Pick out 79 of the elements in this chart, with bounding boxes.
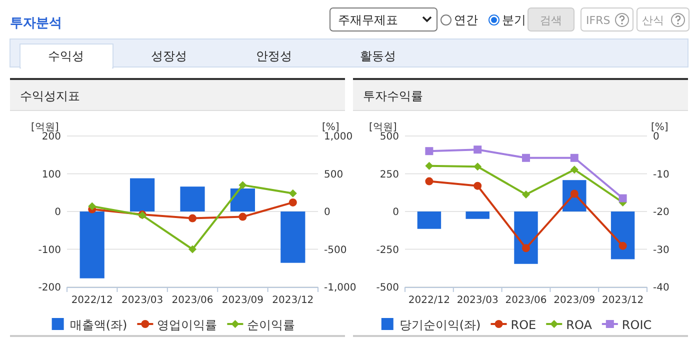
point <box>288 189 297 198</box>
y2-tick-label: 0 <box>324 207 330 218</box>
x-tick-label: 2022/12 <box>71 295 113 306</box>
y-tick-label: 100 <box>42 169 61 180</box>
point <box>474 182 482 190</box>
text: 안정성 <box>256 49 292 63</box>
text: 투자분석 <box>10 16 62 31</box>
y2-tick-label: -20 <box>653 207 670 218</box>
y2-tick-label: 500 <box>324 169 344 180</box>
x-tick-label: 2023/03 <box>122 295 164 306</box>
text: 수익성 <box>48 49 84 63</box>
y-tick-label: -250 <box>376 244 399 256</box>
legend-label: 당기순이익(좌) <box>399 318 481 332</box>
y-tick-label: 500 <box>380 132 399 142</box>
point <box>474 146 482 154</box>
y-tick-label: -200 <box>38 282 61 294</box>
point <box>522 190 530 199</box>
legend-label: 영업이익률 <box>157 318 218 332</box>
y2-axis-title: [%] <box>322 122 340 133</box>
bar <box>280 212 306 263</box>
x-tick-label: 2023/09 <box>554 295 596 306</box>
y-axis-title: [억원] <box>31 122 59 133</box>
bar <box>180 186 205 212</box>
legend-label: 매출액(좌) <box>70 318 128 332</box>
point <box>570 154 578 162</box>
y2-axis-title: [%] <box>651 122 668 133</box>
text: 주재무제표 <box>338 13 398 27</box>
text: 성장성 <box>151 49 187 63</box>
x-tick-label: 2023/12 <box>602 295 644 306</box>
point <box>425 162 434 170</box>
point <box>618 194 627 202</box>
y2-tick-label: 0 <box>653 132 660 142</box>
y2-tick-label: -40 <box>653 282 670 294</box>
point <box>188 214 196 222</box>
y2-tick-label: -500 <box>324 244 347 256</box>
x-tick-label: 2023/12 <box>272 295 314 306</box>
y-tick-label: 200 <box>42 132 61 142</box>
text: 산식 <box>642 14 664 27</box>
x-tick-label: 2023/06 <box>505 295 547 306</box>
y2-tick-label: 1,000 <box>324 132 353 142</box>
x-tick-label: 2023/03 <box>456 295 498 306</box>
y2-tick-label: -10 <box>653 169 670 180</box>
point <box>522 244 530 252</box>
legend-label: ROA <box>566 318 593 332</box>
bar <box>230 188 255 212</box>
legend-label: ROE <box>510 318 536 332</box>
legend-label: ROIC <box>622 318 652 332</box>
y2-tick-label: -30 <box>653 244 670 256</box>
bar <box>130 178 155 212</box>
point <box>570 166 578 174</box>
y-tick-label: -500 <box>376 282 399 294</box>
y-tick-label: 0 <box>54 207 61 218</box>
bar <box>80 212 104 278</box>
x-tick-label: 2023/06 <box>172 295 214 306</box>
x-tick-label: 2022/12 <box>408 295 450 306</box>
y-axis-title: [억원] <box>369 122 397 133</box>
text: 검색 <box>540 14 562 27</box>
point <box>288 198 297 206</box>
y-tick-label: 250 <box>380 169 399 180</box>
x-tick-label: 2023/09 <box>222 295 264 306</box>
y2-tick-label: -1,000 <box>324 282 356 294</box>
text: 연간 <box>454 13 478 27</box>
text: IFRS <box>586 14 610 27</box>
text: 분기 <box>502 13 526 27</box>
chart-title: 수익성지표 <box>20 89 80 103</box>
point <box>425 147 434 156</box>
y-tick-label: 0 <box>392 207 399 218</box>
point <box>88 202 96 210</box>
point <box>618 242 627 250</box>
point <box>425 177 434 186</box>
point <box>238 181 247 190</box>
point <box>188 245 196 254</box>
y-tick-label: -100 <box>38 244 61 256</box>
text: 활동성 <box>360 49 396 63</box>
point <box>238 212 247 221</box>
point <box>522 154 530 162</box>
chart-title: 투자수익률 <box>363 89 423 103</box>
point <box>474 162 482 171</box>
legend-label: 순이익률 <box>247 318 296 332</box>
